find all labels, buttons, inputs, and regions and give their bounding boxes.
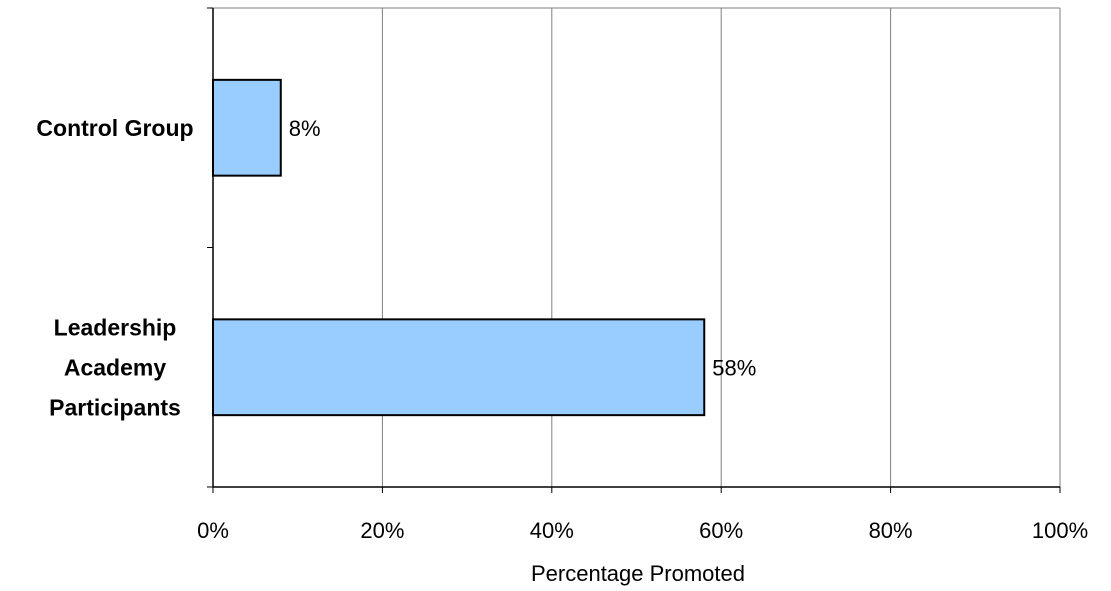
x-tick-label: 20%	[360, 518, 404, 543]
x-axis-title: Percentage Promoted	[531, 561, 745, 586]
data-label: 58%	[712, 355, 756, 380]
category-label: Control Group	[36, 115, 193, 141]
x-tick-label: 100%	[1032, 518, 1088, 543]
category-label: Leadership Academy Participants	[49, 314, 181, 420]
x-tick-label: 0%	[197, 518, 229, 543]
x-tick-label: 60%	[699, 518, 743, 543]
x-tick-label: 80%	[869, 518, 913, 543]
bar	[212, 318, 706, 417]
bars	[212, 78, 706, 417]
bar	[212, 78, 282, 177]
axes	[207, 7, 1061, 493]
data-label: 8%	[289, 116, 321, 141]
labels: 0% 20% 40% 60% 80% 100% 8% Control Group 58% Lead…	[36, 115, 1088, 543]
x-tick-label: 40%	[530, 518, 574, 543]
